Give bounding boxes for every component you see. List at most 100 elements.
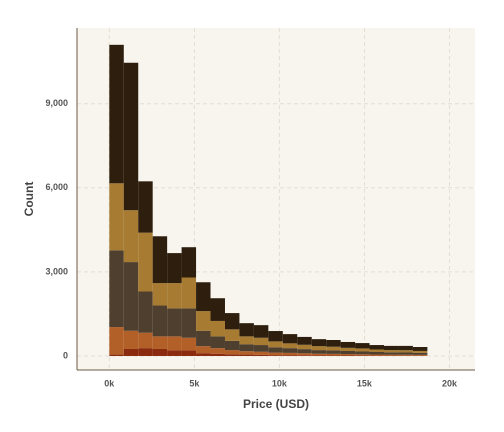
histogram-bar [253, 325, 269, 338]
histogram-bar [181, 247, 197, 278]
histogram-bar [268, 341, 283, 348]
histogram-bar [326, 355, 341, 356]
histogram-bar [181, 337, 197, 351]
y-axis-title: Count [22, 182, 36, 217]
histogram-bar [224, 350, 240, 355]
histogram-bar [268, 331, 283, 342]
histogram-bar [167, 253, 182, 284]
histogram-bar [123, 62, 139, 211]
histogram-bar [196, 346, 211, 354]
histogram-bar [297, 355, 312, 356]
histogram-bar [384, 354, 399, 356]
histogram-bar [326, 340, 341, 347]
histogram-bar [138, 291, 153, 333]
x-axis-title: Price (USD) [243, 397, 309, 411]
histogram-bar [224, 340, 240, 351]
histogram-bar [196, 353, 211, 356]
histogram-bar [239, 354, 254, 356]
histogram-bar [355, 351, 370, 355]
histogram-bar [152, 236, 168, 284]
histogram-bar [152, 348, 168, 356]
histogram-bar [282, 343, 298, 349]
histogram-bar [369, 349, 385, 353]
histogram-bar [239, 344, 254, 352]
histogram-bar [123, 262, 139, 331]
histogram-bar [196, 330, 211, 347]
histogram-bar [340, 355, 356, 356]
histogram-bar [282, 355, 298, 356]
histogram-bar [369, 354, 385, 356]
histogram-bar [167, 336, 182, 351]
histogram-bar [340, 341, 356, 348]
histogram-bar [282, 348, 298, 353]
histogram-bar [326, 346, 341, 351]
x-tick-label: 10k [272, 378, 288, 388]
histogram-bar [196, 311, 211, 331]
histogram-bar [224, 313, 240, 330]
histogram-bar [311, 346, 327, 351]
y-tick-label: 3,000 [45, 266, 68, 276]
histogram-bar [355, 348, 370, 352]
histogram-bar [253, 345, 269, 352]
histogram-bar [253, 337, 269, 346]
histogram-bar [152, 336, 168, 349]
histogram-bar [297, 349, 312, 354]
histogram-bar [109, 44, 124, 184]
histogram-bar [412, 352, 428, 355]
x-tick-label: 0k [104, 378, 115, 388]
histogram-bar [109, 327, 124, 355]
histogram-bar [167, 350, 182, 356]
histogram-bar [123, 330, 139, 349]
histogram-bar [384, 352, 399, 355]
histogram-bar [412, 354, 428, 356]
histogram-bar [268, 352, 283, 356]
histogram-bar [369, 352, 385, 355]
histogram-bar [210, 353, 225, 356]
histogram-bar [224, 354, 240, 356]
histogram-bar [123, 348, 139, 356]
histogram-bar [109, 183, 124, 251]
histogram-bar [297, 336, 312, 345]
histogram-bar [210, 348, 225, 354]
histogram-bar [268, 347, 283, 353]
histogram-bar [138, 232, 153, 292]
histogram-bar [123, 210, 139, 263]
histogram-bar [253, 351, 269, 355]
histogram-bar [340, 350, 356, 355]
histogram-bar [355, 343, 370, 349]
histogram-bar [239, 323, 254, 337]
histogram-bar [138, 332, 153, 349]
histogram-bar [167, 283, 182, 309]
histogram-bar [282, 352, 298, 356]
histogram-bar [181, 277, 197, 309]
histogram-bar [311, 353, 327, 356]
y-tick-label: 6,000 [45, 182, 68, 192]
histogram-bar [311, 339, 327, 347]
histogram-bar [239, 351, 254, 355]
histogram-bar [340, 354, 356, 356]
histogram-bar [152, 305, 168, 337]
histogram-bar [268, 355, 283, 356]
histogram-bar [181, 350, 197, 356]
histogram-bar [210, 336, 225, 349]
histogram-bar [311, 350, 327, 354]
histogram-bar [326, 350, 341, 354]
histogram-bar [282, 334, 298, 344]
histogram-bar [398, 352, 413, 355]
histogram-bar [239, 336, 254, 345]
histogram-bar [326, 353, 341, 356]
histogram-bar [109, 354, 124, 356]
histogram-bar [297, 344, 312, 350]
histogram-bar [398, 350, 413, 353]
histogram-bar [224, 329, 240, 341]
histogram-bar [384, 345, 399, 351]
histogram-bar [297, 353, 312, 356]
histogram-bar [138, 348, 153, 356]
x-tick-label: 20k [442, 378, 458, 388]
histogram-bar [152, 283, 168, 306]
histogram-bar [369, 345, 385, 350]
histogram-bar [138, 181, 153, 233]
histogram-bar [109, 250, 124, 328]
histogram-bar [210, 298, 225, 321]
